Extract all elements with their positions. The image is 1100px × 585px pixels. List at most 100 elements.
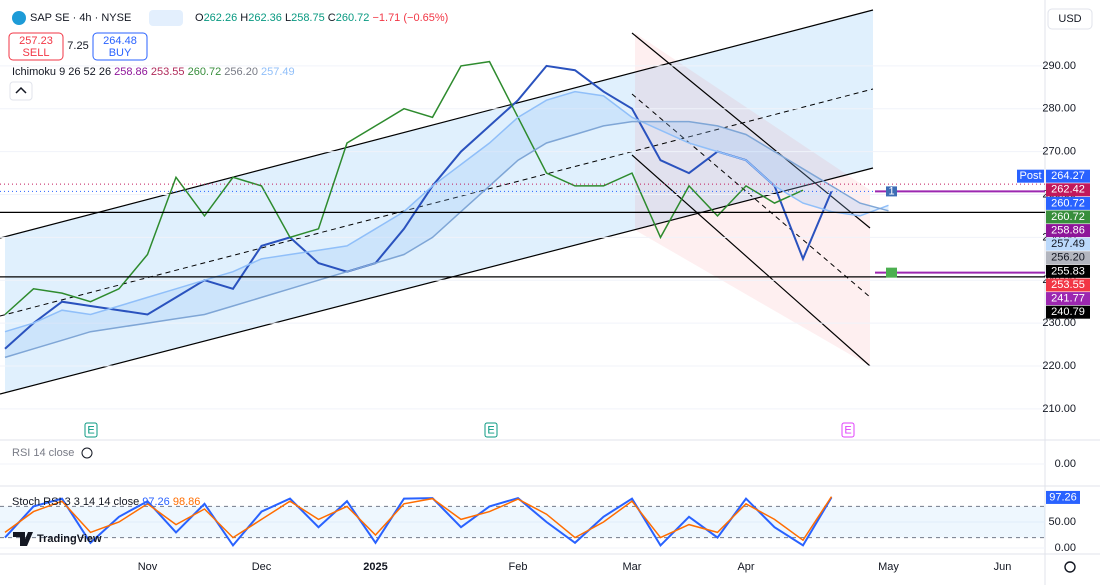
ohlc-label: C	[328, 12, 336, 24]
x-tick-label: Mar	[623, 561, 642, 573]
price-tag-label: 241.77	[1051, 292, 1085, 304]
price-tag-label: 260.72	[1051, 197, 1085, 209]
earnings-marker	[84, 422, 98, 438]
price-tag	[1046, 251, 1090, 265]
price-tag	[1046, 183, 1090, 197]
series-line	[4, 90, 889, 333]
alert-badge	[886, 267, 897, 278]
x-tick-label: Apr	[737, 561, 754, 573]
price-tag-label: 255.83	[1051, 265, 1085, 277]
brand-logo	[13, 532, 33, 546]
series-line	[4, 496, 833, 548]
series-line	[4, 496, 833, 542]
series-line	[4, 60, 804, 316]
x-tick-label: Nov	[138, 561, 158, 573]
earnings-label: E	[87, 424, 94, 436]
channel-midline	[631, 93, 871, 298]
sell-label: SELL	[23, 47, 50, 59]
indicator-value: 256.20	[224, 66, 258, 78]
price-tag-label: 240.79	[1051, 306, 1085, 318]
y-tick-label: 0.00	[1055, 458, 1076, 470]
ohlc-label: H	[240, 12, 248, 24]
price-tag	[1046, 278, 1090, 292]
indicator-name: Ichimoku 9 26 52 26	[12, 66, 111, 78]
price-tag	[1046, 264, 1090, 278]
ohlc-value: 262.26	[204, 12, 238, 24]
indicator-legend: Ichimoku 9 26 52 26 258.86 253.55 260.72…	[12, 66, 295, 78]
ohlc-label: O	[195, 12, 204, 24]
series-line	[4, 64, 833, 350]
y-tick-label: 210.00	[1042, 403, 1076, 415]
earnings-label: E	[487, 424, 494, 436]
indicator-value: 257.49	[261, 66, 295, 78]
series-line	[4, 120, 889, 359]
y-tick-label: 230.00	[1042, 317, 1076, 329]
buy-price: 264.48	[103, 35, 137, 47]
indicator-value: 253.55	[151, 66, 185, 78]
currency: USD	[1058, 13, 1081, 25]
ohlc: O262.26 H262.36 L258.75 C260.72 −1.71 (−…	[195, 12, 448, 24]
earnings-label: E	[844, 424, 851, 436]
x-tick-label: Jun	[994, 561, 1012, 573]
alert-badge	[886, 186, 897, 197]
ohlc-value: 260.72	[336, 12, 370, 24]
pane-title: Stoch RSI 3 3 14 14 close 97.26 98.86	[12, 496, 200, 508]
channel-midline	[0, 88, 874, 317]
legend-value: 98.86	[173, 496, 201, 508]
y-tick-label: 280.00	[1042, 103, 1076, 115]
flag-icon[interactable]	[149, 10, 183, 26]
pane-title: RSI 14 close	[12, 447, 74, 459]
channel-line	[0, 9, 874, 239]
y-tick-label: 290.00	[1042, 60, 1076, 72]
y-tick-label: 220.00	[1042, 360, 1076, 372]
ohlc-value: 262.36	[248, 12, 282, 24]
y-tick-label: 50.00	[1048, 516, 1076, 528]
y-tick-label: 270.00	[1042, 146, 1076, 158]
price-tag	[1046, 210, 1090, 224]
currency-button[interactable]	[1047, 8, 1093, 30]
collapse-button[interactable]	[9, 81, 33, 101]
price-tag-label: 257.49	[1051, 238, 1085, 250]
settings-icon[interactable]	[1064, 561, 1076, 573]
channel-line	[631, 154, 871, 367]
earnings-marker	[841, 422, 855, 438]
price-tag	[1046, 237, 1090, 251]
alert-count: 1	[888, 185, 894, 197]
x-tick-label: May	[878, 561, 899, 573]
earnings-marker	[484, 422, 498, 438]
price-change: −1.71 (−0.65%)	[372, 12, 448, 24]
price-pane	[0, 60, 1045, 410]
y-tick-label: 0.00	[1055, 542, 1076, 554]
spread: 7.25	[67, 40, 88, 52]
drawings	[0, 9, 874, 395]
price-tag-label: 258.86	[1051, 224, 1085, 236]
price-tag	[1046, 196, 1090, 210]
indicator-value: 258.86	[114, 66, 148, 78]
price-tag-label: 253.55	[1051, 279, 1085, 291]
x-tick-label: Feb	[509, 561, 528, 573]
pane-name: Stoch RSI 3 3 14 14 close	[12, 496, 139, 508]
price-tag	[1046, 292, 1090, 306]
hidden-icon	[81, 447, 93, 459]
brand-name: TradingView	[37, 533, 102, 545]
x-tick-label: 2025	[363, 561, 387, 573]
price-tag-label: 264.27	[1051, 170, 1085, 182]
collapse-icon	[15, 86, 27, 94]
symbol-title: SAP SE · 4h · NYSE	[30, 12, 131, 24]
band-fill	[0, 506, 1045, 538]
price-tag	[1046, 169, 1090, 183]
price-tag	[1046, 224, 1090, 238]
price-tag-label: 262.42	[1051, 184, 1085, 196]
stoch-pane	[0, 496, 1045, 549]
symbol-logo	[12, 11, 26, 25]
buy-button[interactable]	[92, 32, 148, 61]
sell-price: 257.23	[19, 35, 53, 47]
price-tag	[1046, 305, 1090, 319]
ohlc-label: L	[285, 12, 291, 24]
sell-button[interactable]	[8, 32, 64, 61]
buy-label: BUY	[109, 47, 132, 59]
indicator-value: 260.72	[188, 66, 222, 78]
overlay: SAP SE · 4h · NYSE O262.26 H262.36 L258.…	[0, 8, 1093, 573]
price-tag-label: 260.72	[1051, 211, 1085, 223]
legend-value: 97.26	[142, 496, 170, 508]
